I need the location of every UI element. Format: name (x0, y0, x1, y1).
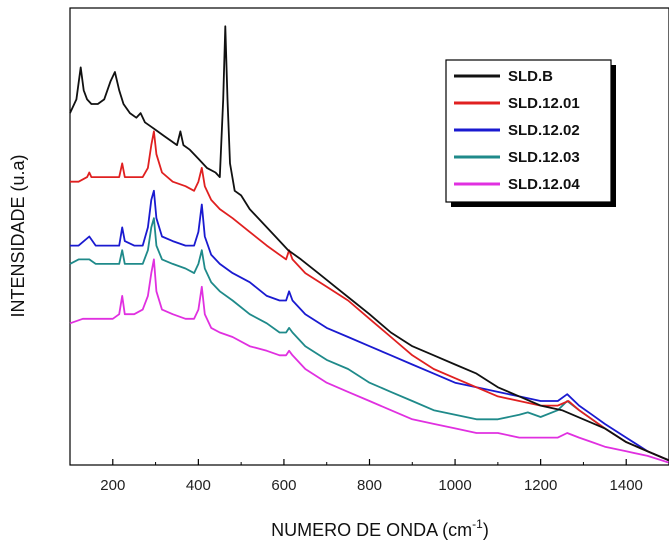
x-axis-title-superscript: -1 (472, 517, 483, 531)
x-tick-label: 200 (100, 477, 125, 494)
legend-label: SLD.12.03 (508, 149, 580, 166)
x-tick-label: 1400 (610, 477, 643, 494)
series-line-sld-12-02 (70, 189, 669, 462)
x-tick-label: 600 (271, 477, 296, 494)
y-axis-title: INTENSIDADE (u.a) (8, 154, 28, 317)
legend-label: SLD.B (508, 68, 553, 85)
x-axis-title-suffix: ) (483, 520, 489, 540)
legend-label: SLD.12.01 (508, 95, 580, 112)
series-line-sld-12-04 (69, 258, 669, 464)
x-axis-ticks: 200 400 600 800 1000 1200 1400 (100, 459, 669, 494)
legend-label: SLD.12.04 (508, 176, 580, 193)
x-tick-label: 800 (357, 477, 382, 494)
legend-label: SLD.12.02 (508, 122, 580, 139)
series-line-sld-12-03 (69, 217, 669, 462)
x-tick-label: 1200 (524, 477, 557, 494)
x-axis-title: NUMERO DE ONDA (cm-1) (271, 517, 489, 540)
legend: SLD.B SLD.12.01 SLD.12.02 SLD.12.03 SLD.12.0… (445, 59, 616, 207)
series-layer (69, 25, 669, 464)
x-tick-label: 1000 (438, 477, 471, 494)
series-line-sld-b (69, 25, 669, 462)
series-line-sld-12-01 (70, 130, 669, 462)
x-tick-label: 400 (186, 477, 211, 494)
x-axis-title-main: NUMERO DE ONDA (cm (271, 520, 472, 540)
